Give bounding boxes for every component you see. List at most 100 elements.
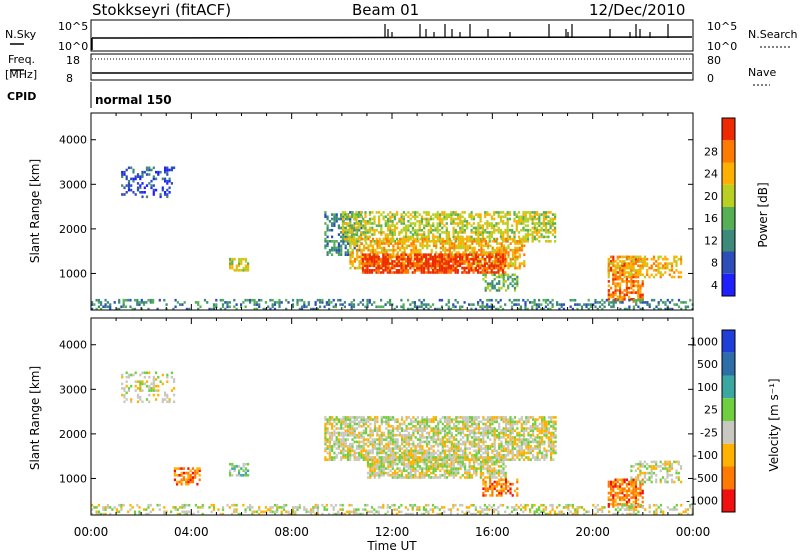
range-cell <box>635 301 638 304</box>
range-cell <box>362 442 365 446</box>
range-cell <box>552 442 555 446</box>
range-cell <box>545 451 548 455</box>
range-cell <box>441 445 444 448</box>
range-cell <box>661 264 665 268</box>
range-cell <box>556 303 559 306</box>
range-cell <box>382 469 385 473</box>
range-cell <box>391 266 394 270</box>
range-cell <box>423 440 426 444</box>
range-cell <box>393 224 396 227</box>
range-cell <box>346 240 350 243</box>
range-cell <box>511 248 515 252</box>
range-cell <box>396 244 399 248</box>
range-cell <box>610 266 613 270</box>
range-cell <box>123 186 126 190</box>
range-cell <box>533 215 536 219</box>
range-cell <box>337 251 340 254</box>
range-cell <box>513 289 517 292</box>
range-cell <box>532 447 535 450</box>
range-cell <box>538 305 541 309</box>
range-cell <box>403 248 406 252</box>
range-cell <box>371 240 375 243</box>
range-cell <box>384 262 387 265</box>
range-cell <box>187 474 190 477</box>
range-cell <box>431 257 435 261</box>
range-cell <box>639 307 642 311</box>
range-cell <box>502 231 505 234</box>
range-cell <box>355 445 359 448</box>
range-cell <box>352 303 356 306</box>
range-cell <box>523 240 526 243</box>
range-cell <box>457 416 460 419</box>
range-cell <box>457 235 460 239</box>
range-cell <box>326 451 329 455</box>
range-cell <box>385 451 388 455</box>
range-cell <box>576 303 579 306</box>
range-cell <box>482 431 485 435</box>
range-cell <box>450 222 453 225</box>
range-cell <box>498 251 501 254</box>
range-cell <box>421 453 424 457</box>
range-cell <box>380 228 383 232</box>
range-cell <box>625 284 628 288</box>
range-cell <box>419 438 422 441</box>
range-cell <box>490 224 493 227</box>
range-cell <box>637 271 640 274</box>
range-cell <box>367 255 370 259</box>
range-cell <box>425 257 428 261</box>
range-cell <box>420 215 423 219</box>
range-cell <box>623 271 626 274</box>
range-cell <box>344 433 347 437</box>
range-cell <box>532 416 535 419</box>
range-cell <box>401 237 404 241</box>
range-cell <box>495 211 498 214</box>
range-cell <box>359 301 362 304</box>
range-cell <box>367 244 370 248</box>
range-cell <box>403 237 406 241</box>
range-cell <box>150 179 153 183</box>
range-cell <box>516 438 519 441</box>
range-cell <box>475 422 478 426</box>
range-cell <box>398 269 401 272</box>
range-cell <box>125 371 128 375</box>
range-cell <box>477 222 480 225</box>
range-cell <box>369 242 372 245</box>
range-cell <box>419 440 422 444</box>
range-cell <box>425 211 428 214</box>
range-cell <box>384 257 387 261</box>
range-cell <box>603 301 606 304</box>
range-cell <box>387 418 390 421</box>
range-cell <box>632 273 635 277</box>
range-cell <box>235 269 238 272</box>
range-cell <box>331 248 334 252</box>
range-cell <box>145 184 149 187</box>
range-cell <box>625 289 628 292</box>
range-cell <box>648 305 651 309</box>
range-cell <box>673 271 676 274</box>
range-cell <box>328 438 331 441</box>
range-cell <box>346 248 350 252</box>
range-cell <box>500 440 503 444</box>
range-cell <box>381 242 384 245</box>
range-cell <box>384 255 387 259</box>
range-cell <box>455 447 458 450</box>
range-cell <box>164 391 167 395</box>
range-cell <box>495 275 498 279</box>
range-cell <box>326 422 329 426</box>
range-cell <box>328 416 331 419</box>
range-cell <box>373 260 376 263</box>
range-cell <box>269 298 272 302</box>
range-cell <box>450 420 453 424</box>
range-cell <box>423 217 426 221</box>
range-cell <box>350 231 354 234</box>
range-cell <box>477 429 480 432</box>
range-cell <box>527 442 530 446</box>
range-cell <box>348 235 351 239</box>
range-cell <box>504 422 508 426</box>
range-cell <box>441 217 444 221</box>
range-cell <box>449 266 453 270</box>
range-cell <box>385 418 388 421</box>
range-cell <box>453 445 456 448</box>
range-cell <box>100 307 103 311</box>
range-cell <box>244 269 247 272</box>
